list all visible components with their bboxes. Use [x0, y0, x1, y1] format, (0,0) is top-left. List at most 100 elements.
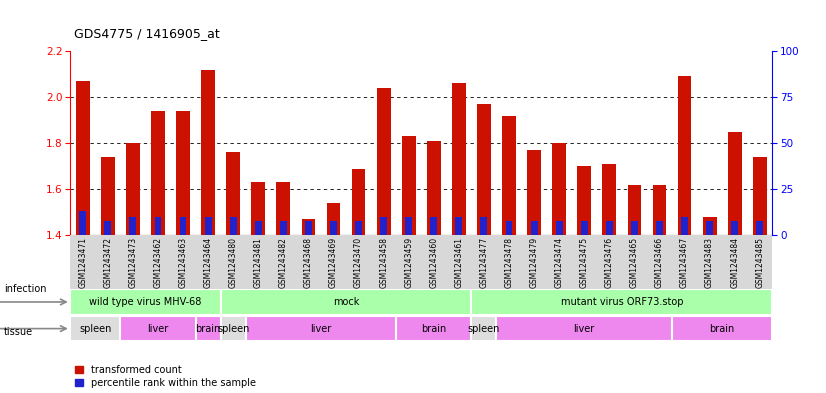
Text: mock: mock [333, 297, 359, 307]
Bar [305, 220, 312, 235]
Text: spleen: spleen [217, 323, 249, 334]
Text: GSM1243474: GSM1243474 [555, 237, 563, 288]
Text: brain: brain [710, 323, 735, 334]
Text: liver: liver [573, 323, 595, 334]
Bar [101, 157, 115, 235]
Bar [430, 217, 437, 235]
Bar [577, 166, 591, 235]
Bar [196, 316, 221, 342]
Bar [481, 217, 487, 235]
Bar [377, 88, 391, 235]
Bar [556, 220, 563, 235]
Bar [277, 182, 290, 235]
Text: GSM1243473: GSM1243473 [128, 237, 137, 288]
Bar [731, 220, 738, 235]
Bar [355, 220, 362, 235]
Text: brain: brain [421, 323, 446, 334]
Bar [70, 289, 221, 315]
Bar [502, 116, 516, 235]
Text: GSM1243462: GSM1243462 [154, 237, 163, 288]
Text: GSM1243468: GSM1243468 [304, 237, 313, 288]
Bar [176, 111, 190, 235]
Text: GDS4775 / 1416905_at: GDS4775 / 1416905_at [74, 28, 220, 40]
Bar [104, 220, 112, 235]
Text: GSM1243485: GSM1243485 [755, 237, 764, 288]
Bar [653, 185, 667, 235]
Bar [706, 220, 713, 235]
Text: infection: infection [4, 284, 46, 294]
Text: GSM1243478: GSM1243478 [505, 237, 514, 288]
Bar [681, 217, 688, 235]
Bar [472, 316, 496, 342]
Bar [703, 217, 716, 235]
Bar [606, 220, 613, 235]
Text: liver: liver [311, 323, 331, 334]
Text: GSM1243472: GSM1243472 [103, 237, 112, 288]
Bar [151, 111, 165, 235]
Text: GSM1243481: GSM1243481 [254, 237, 263, 288]
Bar [255, 220, 262, 235]
Bar [79, 211, 86, 235]
Text: brain: brain [196, 323, 221, 334]
Bar [757, 220, 763, 235]
Bar [581, 220, 587, 235]
Bar [76, 81, 90, 235]
Bar [472, 289, 772, 315]
Bar [401, 136, 415, 235]
Text: GSM1243484: GSM1243484 [730, 237, 739, 288]
Text: GSM1243480: GSM1243480 [229, 237, 238, 288]
Text: GSM1243477: GSM1243477 [479, 237, 488, 288]
Bar [352, 169, 365, 235]
Bar [154, 217, 161, 235]
Text: GSM1243467: GSM1243467 [680, 237, 689, 288]
Text: GSM1243464: GSM1243464 [204, 237, 212, 288]
Text: GSM1243459: GSM1243459 [404, 237, 413, 288]
Bar [496, 316, 672, 342]
Bar [672, 316, 772, 342]
Legend: transformed count, percentile rank within the sample: transformed count, percentile rank withi… [75, 365, 255, 388]
Bar [70, 316, 121, 342]
Text: GSM1243483: GSM1243483 [705, 237, 714, 288]
Bar [553, 143, 566, 235]
Bar [205, 217, 211, 235]
Bar [202, 70, 215, 235]
Bar [506, 220, 512, 235]
Bar [396, 316, 472, 342]
Bar [251, 182, 265, 235]
Bar [230, 217, 236, 235]
Bar [126, 143, 140, 235]
Text: spleen: spleen [79, 323, 112, 334]
Text: spleen: spleen [468, 323, 500, 334]
Bar [477, 104, 491, 235]
Bar [656, 220, 663, 235]
Bar [130, 217, 136, 235]
Text: liver: liver [147, 323, 169, 334]
Bar [752, 157, 767, 235]
Text: GSM1243470: GSM1243470 [354, 237, 363, 288]
Text: GSM1243482: GSM1243482 [279, 237, 287, 288]
Text: GSM1243463: GSM1243463 [178, 237, 188, 288]
Text: GSM1243475: GSM1243475 [580, 237, 589, 288]
Bar [427, 141, 441, 235]
Bar [452, 83, 466, 235]
Text: GSM1243469: GSM1243469 [329, 237, 338, 288]
Bar [631, 220, 638, 235]
Bar [226, 152, 240, 235]
Text: GSM1243458: GSM1243458 [379, 237, 388, 288]
Bar [221, 316, 246, 342]
Text: GSM1243476: GSM1243476 [605, 237, 614, 288]
Bar [677, 76, 691, 235]
Bar [602, 164, 616, 235]
Text: tissue: tissue [4, 327, 33, 337]
Bar [406, 217, 412, 235]
Text: GSM1243460: GSM1243460 [430, 237, 439, 288]
Bar [326, 203, 340, 235]
Bar [121, 316, 196, 342]
Text: GSM1243479: GSM1243479 [529, 237, 539, 288]
Bar [246, 316, 396, 342]
Bar [179, 217, 187, 235]
Text: GSM1243471: GSM1243471 [78, 237, 88, 288]
Text: wild type virus MHV-68: wild type virus MHV-68 [89, 297, 202, 307]
Bar [280, 220, 287, 235]
Bar [728, 132, 742, 235]
